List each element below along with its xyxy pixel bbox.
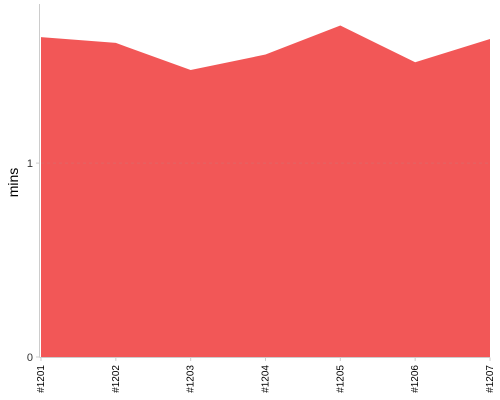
y-tick-label-1: 1 xyxy=(27,158,33,170)
x-tick-label-1205: #1205 xyxy=(335,365,346,393)
x-tick-label-1207: #1207 xyxy=(485,365,496,393)
area-series xyxy=(41,25,490,357)
x-tick-label-1206: #1206 xyxy=(410,365,421,393)
x-tick-label-1202: #1202 xyxy=(111,365,122,393)
y-axis-label: mins xyxy=(5,168,21,198)
axes: 0 1 #1201 #1202 #1203 #1204 #1205 #1206 #1207 xyxy=(27,4,496,393)
x-tick-label-1203: #1203 xyxy=(186,365,197,393)
x-tick-label-1201: #1201 xyxy=(36,365,47,393)
y-tick-label-0: 0 xyxy=(27,352,33,364)
plot-area xyxy=(41,25,490,357)
x-tick-label-1204: #1204 xyxy=(261,365,272,393)
